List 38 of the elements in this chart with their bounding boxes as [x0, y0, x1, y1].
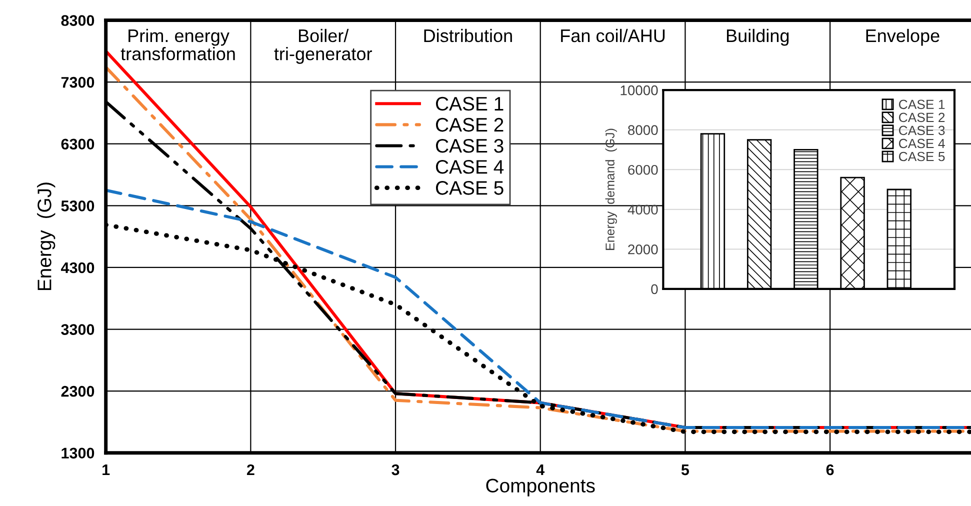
legend-label: CASE 4	[898, 138, 945, 148]
y-tick-label: 4300	[60, 262, 94, 274]
legend-label: CASE 2	[898, 112, 945, 122]
annotation: Distribution	[424, 28, 512, 42]
y-tick-label: 3300	[61, 324, 94, 335]
y-tick-label: 2000	[628, 244, 658, 254]
annotation: Fan coil/AHU	[561, 28, 665, 42]
x-tick-label: 3	[392, 464, 400, 476]
x-tick-label: 6	[826, 464, 834, 476]
annotation: Building	[726, 28, 789, 46]
y-tick-label: 2300	[61, 386, 94, 397]
legend-label: CASE 5	[436, 181, 504, 195]
legend-label: CASE 5	[898, 152, 945, 162]
annotation: Prim. energy transformation	[120, 28, 235, 60]
y-tick-label: 7300	[61, 76, 94, 88]
y-tick-label: 10000	[620, 85, 658, 96]
legend-label: CASE 2	[436, 118, 504, 132]
y-tick-label: 1300	[62, 448, 94, 459]
legend-label: CASE 3	[898, 126, 945, 136]
x-tick-label: 5	[681, 464, 690, 476]
y-tick-label: 8000	[628, 125, 658, 136]
legend-label: CASE 4	[436, 160, 504, 174]
legend-label: CASE 1	[436, 96, 504, 111]
y-axis-title: Energy demand (GJ)	[605, 128, 617, 250]
y-tick-label: 6300	[61, 138, 94, 150]
x-tick-label: 4	[536, 464, 545, 476]
annotation: Boiler/ tri-generator	[274, 28, 372, 64]
x-axis-title: Components	[486, 478, 595, 496]
x-tick-label: 1	[102, 464, 110, 476]
y-axis-title: Energy (GJ)	[37, 182, 56, 290]
x-tick-label: 2	[246, 464, 254, 476]
y-tick-label: 0	[651, 284, 658, 294]
y-tick-label: 6000	[628, 164, 658, 175]
legend-label: CASE 1	[898, 100, 945, 110]
y-tick-label: 5300	[61, 200, 94, 212]
legend-label: CASE 3	[436, 138, 504, 153]
annotation: Envelope	[866, 28, 940, 46]
y-tick-label: 8300	[61, 15, 94, 26]
